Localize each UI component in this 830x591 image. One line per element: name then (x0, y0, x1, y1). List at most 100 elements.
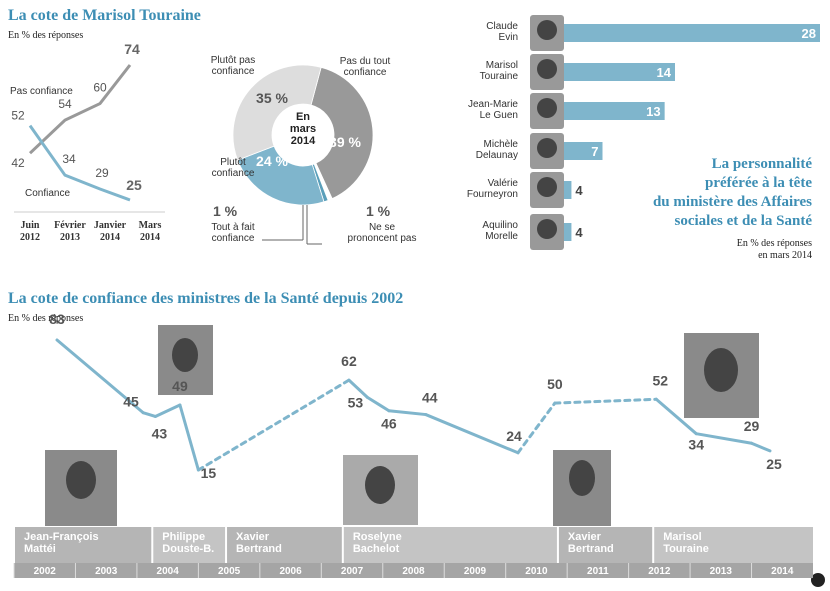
line-segment (141, 411, 157, 418)
period-band (14, 527, 153, 563)
photo-head (537, 219, 557, 239)
photo-head (537, 59, 557, 79)
chart-subtitle: En % des réponses en mars 2014 (737, 238, 812, 261)
value-label: 25 (766, 456, 782, 472)
dashed-segment (553, 397, 658, 405)
value-label: 39 % (329, 134, 361, 150)
value-label: 34 (62, 152, 76, 166)
center-label: En mars 2014 (290, 111, 316, 147)
dashed-segment (196, 378, 351, 472)
y-tick-label: Michèle Delaunay (476, 139, 519, 161)
value-label: 1 % (213, 203, 238, 219)
value-label: 25 (126, 177, 142, 193)
period-label: Philippe Douste-B. (162, 531, 214, 555)
value-label: 42 (11, 156, 25, 170)
bar (530, 24, 820, 42)
line-segment (365, 395, 391, 413)
photo-head (537, 98, 557, 118)
value-label: 14 (657, 65, 672, 80)
dashed-segment (516, 401, 557, 455)
photo-heads (66, 338, 738, 504)
value-label: 49 (172, 378, 188, 394)
x-tick-label: 2011 (587, 566, 609, 577)
slice-label: Plutôt pas confiance (211, 55, 255, 77)
x-tick-label: Janvier 2014 (94, 220, 127, 243)
y-tick-label: Claude Evin (486, 21, 518, 43)
x-tick-label: 2010 (525, 566, 548, 577)
logo (811, 573, 825, 587)
value-label: 52 (652, 372, 668, 388)
period-band (342, 527, 558, 563)
slice-label: Plutôt confiance (212, 157, 255, 179)
value-label: 43 (152, 425, 168, 441)
x-tick-label: 2007 (341, 566, 364, 577)
year-band (14, 563, 813, 578)
x-tick-label: Février 2013 (54, 220, 86, 243)
chart-subtitle: En % des réponses (8, 30, 83, 41)
value-label: 29 (744, 418, 760, 434)
x-tick-label: 2013 (710, 566, 733, 577)
series-label: Confiance (25, 188, 70, 199)
line-segment (178, 403, 200, 472)
x-tick-label: 2004 (157, 566, 180, 577)
period-band (226, 527, 343, 563)
chart-title: La cote de Marisol Touraine (8, 7, 201, 24)
period-band (653, 527, 813, 563)
pie-slice (310, 66, 374, 200)
series-label: Pas confiance (10, 86, 73, 97)
value-label: 62 (341, 353, 357, 369)
line-segment (424, 413, 520, 455)
y-tick-label: Valérie Fourneyron (467, 178, 519, 200)
value-label: 44 (422, 390, 438, 406)
photo-head (537, 20, 557, 40)
value-label: 4 (575, 225, 583, 240)
value-label: 29 (95, 166, 109, 180)
value-label: 60 (93, 81, 107, 95)
value-label: 52 (11, 109, 25, 123)
period-label: Xavier Bertrand (568, 531, 614, 555)
period-label: Marisol Touraine (663, 531, 709, 555)
line-segment (694, 432, 754, 445)
slice-label: Tout à fait confiance (211, 222, 255, 244)
period-label: Jean-François Mattéi (24, 531, 99, 555)
value-label: 83 (49, 311, 65, 327)
value-label: 15 (201, 465, 217, 481)
line-segment (387, 409, 428, 417)
value-label: 46 (381, 416, 397, 432)
y-tick-label: Jean-Marie Le Guen (468, 99, 518, 121)
line (28, 124, 131, 202)
chart-title: La cote de confiance des ministres de la… (8, 290, 403, 307)
x-tick-label: 2008 (402, 566, 425, 577)
chart-subtitle: En % des réponses (8, 313, 83, 324)
x-tick-label: 2002 (34, 566, 57, 577)
x-tick-label: 2014 (771, 566, 794, 577)
value-label: 50 (547, 376, 563, 392)
value-label: 35 % (256, 90, 288, 106)
value-label: 53 (348, 394, 364, 410)
y-tick-label: Marisol Touraine (480, 60, 519, 82)
value-label: 1 % (366, 203, 391, 219)
x-tick-label: 2005 (218, 566, 241, 577)
line-segment (55, 338, 145, 415)
period-label: Xavier Bertrand (236, 531, 282, 555)
value-label: 13 (646, 104, 660, 119)
value-label: 28 (802, 26, 816, 41)
value-label: 24 (506, 428, 522, 444)
pie-slice (232, 64, 322, 161)
value-label: 34 (688, 437, 704, 453)
line-segment (347, 378, 369, 399)
pie-slice (237, 145, 325, 206)
x-tick-label: 2012 (648, 566, 671, 577)
photo-head (537, 177, 557, 197)
x-tick-label: 2006 (279, 566, 302, 577)
value-label: 4 (575, 183, 583, 198)
line (28, 64, 132, 155)
line-segment (153, 403, 182, 418)
period-label: Roselyne Bachelot (353, 531, 402, 555)
value-label: 24 % (256, 153, 288, 169)
slice-label: Pas du tout confiance (340, 56, 391, 78)
slice-label: Ne se prononcent pas (348, 222, 417, 244)
value-label: 74 (124, 41, 140, 57)
x-tick-label: 2003 (95, 566, 118, 577)
